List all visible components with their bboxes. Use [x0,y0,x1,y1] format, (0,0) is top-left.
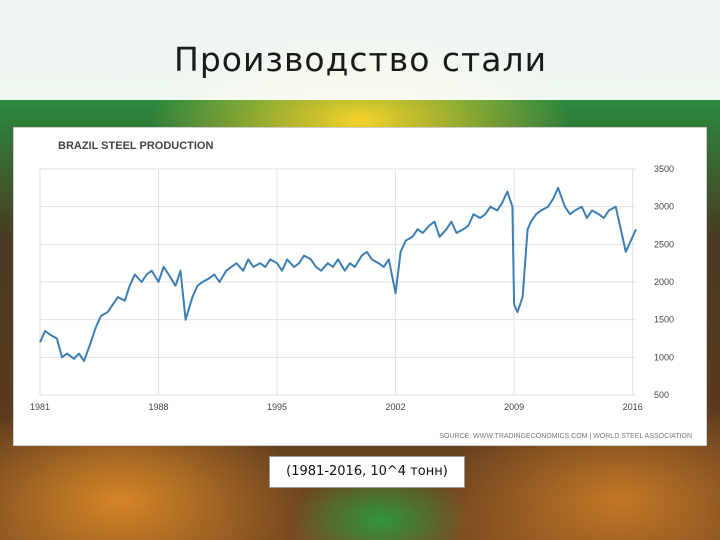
y-tick-label: 2500 [654,239,674,249]
chart-title: BRAZIL STEEL PRODUCTION [58,140,213,152]
y-tick-label: 3000 [654,202,674,212]
y-axis-ticks: 500 1000 1500 2000 2500 3000 3500 [654,164,674,400]
y-tick-label: 2000 [654,277,674,287]
x-tick-label: 2016 [623,402,643,412]
x-tick-label: 2002 [386,402,406,412]
title-band [0,0,720,100]
chart-panel: BRAZIL STEEL PRODUCTION 500 1000 1500 2000 2… [13,127,707,446]
y-tick-label: 3500 [654,164,674,174]
x-tick-label: 1988 [149,402,169,412]
x-axis-ticks: 1981 1988 1995 2002 2009 2016 [30,402,643,412]
chart-source: SOURCE: WWW.TRADINGECONOMICS.COM | WORLD… [439,433,692,440]
x-tick-label: 1981 [30,402,50,412]
series-line-brazil-steel [39,186,637,363]
line-chart: BRAZIL STEEL PRODUCTION 500 1000 1500 2000 2… [30,140,692,440]
grid-lines [39,168,636,396]
caption-text: (1981-2016, 10^4 тонн) [286,464,448,479]
caption-box: (1981-2016, 10^4 тонн) [269,456,465,488]
y-tick-label: 1500 [654,315,674,325]
x-tick-label: 2009 [504,402,524,412]
y-tick-label: 1000 [654,352,674,362]
y-tick-label: 500 [654,390,669,400]
x-tick-label: 1995 [267,402,287,412]
slide-title: Производство стали [174,40,548,79]
